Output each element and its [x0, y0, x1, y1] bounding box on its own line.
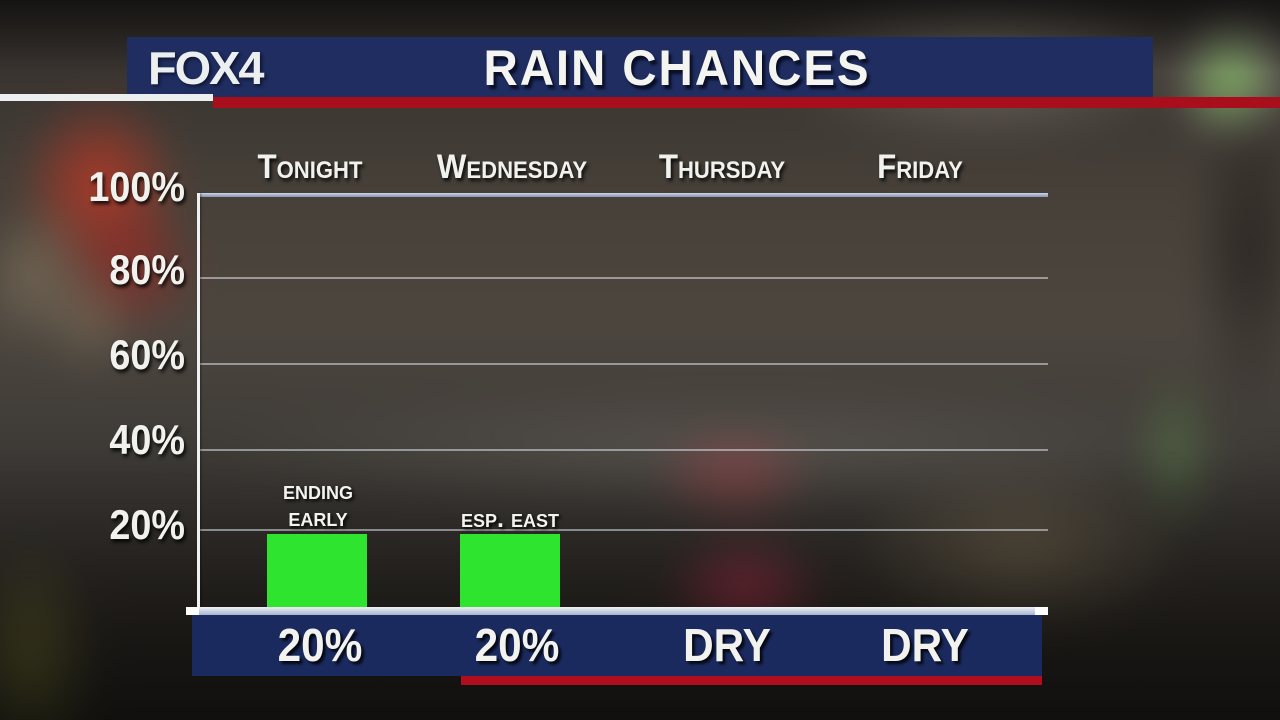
gridline-40 [200, 449, 1048, 451]
chart-y-axis-line [197, 193, 200, 609]
annotation-wednesday: Esp. East [400, 506, 620, 533]
value-tonight: 20% [277, 619, 363, 671]
page-title: RAIN CHANCES [483, 40, 871, 96]
annotation-tonight: Ending Early [208, 478, 428, 532]
gridline-60 [200, 363, 1048, 365]
annotation-line: Ending [282, 477, 353, 505]
bar-wednesday [460, 534, 560, 609]
value-thursday: DRY [683, 619, 771, 671]
gridline-20 [200, 529, 1048, 531]
bar-tonight [267, 534, 367, 609]
column-label-tonight: Tonight [257, 148, 363, 186]
ytick-40: 40% [109, 416, 185, 463]
ytick-20: 20% [109, 501, 185, 548]
value-wednesday: 20% [474, 619, 560, 671]
baseline-left-cap [186, 607, 199, 615]
header-banner: FOX4 RAIN CHANCES [127, 37, 1153, 97]
ytick-80: 80% [109, 246, 185, 293]
band-red-stripe [461, 676, 1042, 685]
annotation-line: Early [288, 504, 348, 532]
baseline-right-cap [1035, 607, 1048, 615]
ytick-60: 60% [109, 331, 185, 378]
value-friday: DRY [881, 619, 969, 671]
chart-top-border [197, 193, 1048, 197]
fox4-logo: FOX4 [148, 42, 264, 94]
ytick-100: 100% [88, 163, 185, 210]
header-red-stripe [213, 97, 1280, 108]
column-label-wednesday: Wednesday [436, 148, 588, 186]
column-label-friday: Friday [877, 148, 963, 186]
header-white-stripe [0, 94, 213, 101]
gridline-80 [200, 277, 1048, 279]
column-label-thursday: Thursday [658, 148, 786, 186]
value-band [192, 615, 1042, 676]
chart-baseline [186, 607, 1048, 615]
annotation-line: Esp. East [461, 505, 559, 533]
